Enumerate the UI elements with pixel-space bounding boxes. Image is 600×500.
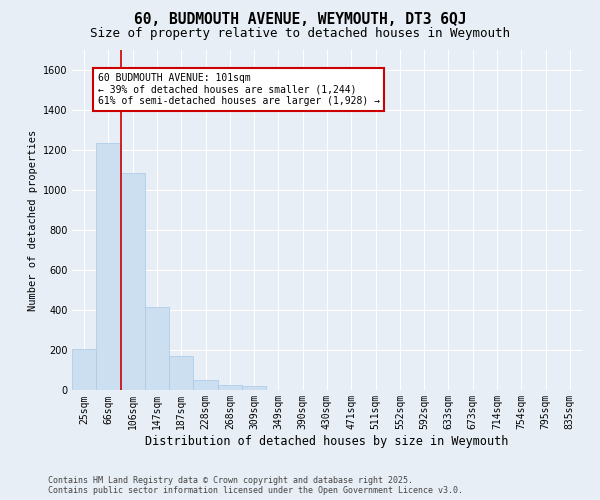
Bar <box>193 380 218 390</box>
Bar <box>145 308 169 390</box>
Text: Size of property relative to detached houses in Weymouth: Size of property relative to detached ho… <box>90 28 510 40</box>
X-axis label: Distribution of detached houses by size in Weymouth: Distribution of detached houses by size … <box>145 435 509 448</box>
Text: Contains HM Land Registry data © Crown copyright and database right 2025.
Contai: Contains HM Land Registry data © Crown c… <box>48 476 463 495</box>
Text: 60, BUDMOUTH AVENUE, WEYMOUTH, DT3 6QJ: 60, BUDMOUTH AVENUE, WEYMOUTH, DT3 6QJ <box>134 12 466 28</box>
Bar <box>121 173 145 390</box>
Bar <box>169 356 193 390</box>
Y-axis label: Number of detached properties: Number of detached properties <box>28 130 38 310</box>
Text: 60 BUDMOUTH AVENUE: 101sqm
← 39% of detached houses are smaller (1,244)
61% of s: 60 BUDMOUTH AVENUE: 101sqm ← 39% of deta… <box>97 73 380 106</box>
Bar <box>72 350 96 390</box>
Bar <box>242 386 266 390</box>
Bar <box>218 385 242 390</box>
Bar <box>96 143 121 390</box>
